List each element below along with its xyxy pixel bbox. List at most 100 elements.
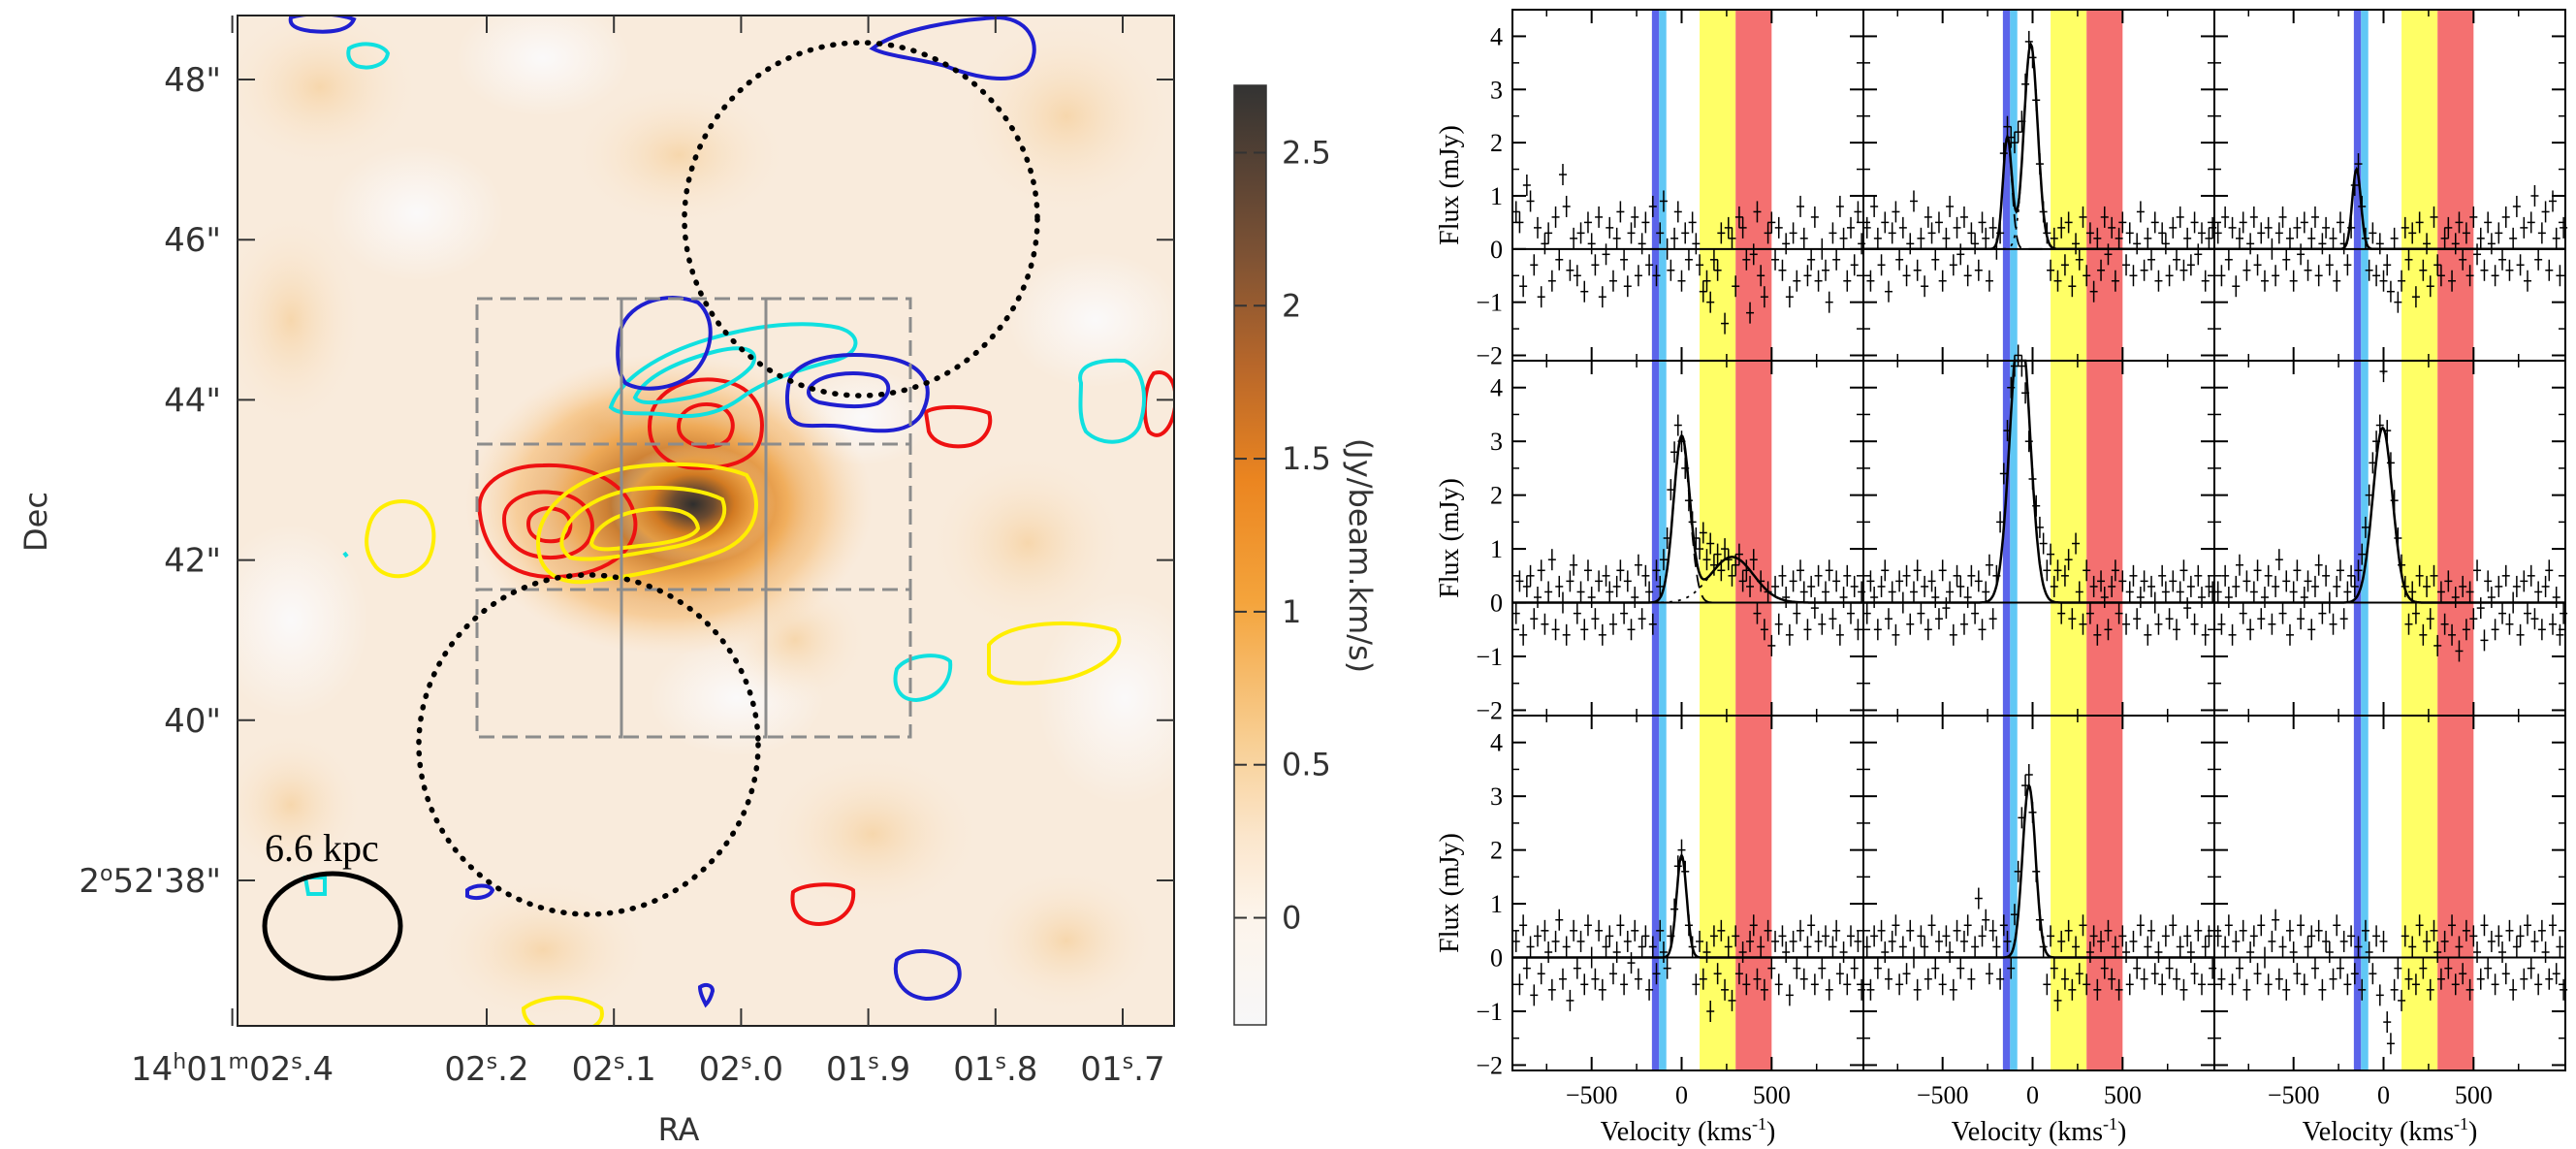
spectrum-panel: 4 3 2 1 0 −1 −2 Flux (mJy) (1435, 9, 1866, 370)
velocity-band-red (2437, 716, 2474, 1070)
velocity-band-red (2437, 361, 2474, 716)
velocity-band-cyan (1659, 10, 1667, 361)
spectrum-panel: −500 0 500 Velocity (kms-1) (1862, 715, 2217, 1147)
velocity-band-yellow (2051, 716, 2087, 1070)
ra-tick-label: 01s.9 (826, 1050, 910, 1089)
fit-total (1512, 852, 1863, 959)
velocity-band-cyan (2010, 716, 2018, 1070)
x-tick-label: 500 (2455, 1081, 2493, 1109)
x-tick-label: −500 (2268, 1081, 2320, 1109)
dec-tick-label: 40" (164, 702, 221, 741)
y-tick-label: 4 (1490, 729, 1503, 757)
y-tick-label: 1 (1490, 890, 1503, 918)
velocity-band-blue (2002, 361, 2011, 716)
x-tick-label: −500 (1917, 1081, 1969, 1109)
panel-frame (2213, 715, 2566, 1071)
fit-component (1863, 135, 2214, 250)
fit-component (1512, 556, 1863, 604)
velocity-band-yellow (2401, 10, 2438, 361)
y-axis-label: Flux (mJy) (1435, 478, 1465, 598)
x-tick-label: 500 (2104, 1081, 2142, 1109)
velocity-band-cyan (2361, 10, 2369, 361)
colorbar-tick-label: 1 (1282, 593, 1301, 630)
spectra-grid: 4 3 2 1 0 −1 −2 Flux (mJy) 4 3 2 1 0 −1 −2 Flux (mJy) 4 3… (1435, 9, 2568, 1147)
y-tick-label: 2 (1490, 482, 1503, 510)
velocity-band-cyan (1659, 361, 1667, 716)
region-grid (475, 297, 912, 739)
y-tick-label: −1 (1476, 289, 1503, 317)
cyan-contours (302, 42, 1146, 896)
map-frame (237, 15, 1175, 1027)
fit-total (1512, 433, 1863, 604)
fit-total (1863, 782, 2214, 959)
panel-frame (2213, 360, 2566, 717)
x-tick-label: 0 (2026, 1081, 2039, 1109)
colorbar-tick-label: 2 (1282, 287, 1301, 324)
y-tick-label: 1 (1490, 535, 1503, 563)
panel-frame (2213, 9, 2566, 362)
y-tick-label: 4 (1490, 374, 1503, 402)
velocity-band-blue (2353, 716, 2362, 1070)
velocity-band-red (2086, 716, 2123, 1070)
ra-tick-label: 14h01m02s.4 (131, 1050, 334, 1089)
velocity-band-yellow (1700, 10, 1736, 361)
velocity-band-red (2086, 10, 2123, 361)
dec-tick-label: 46" (164, 221, 221, 260)
y-tick-label: 3 (1490, 428, 1503, 456)
velocity-band-red (2086, 361, 2123, 716)
y-tick-label: −2 (1476, 1051, 1503, 1079)
moment-map: 6.6 kpc 14h01m02s.4 02s.2 02s.1 02s.0 01s.9 0… (17, 15, 1379, 1148)
y-tick-label: 4 (1490, 22, 1503, 50)
dec-tick-label: 44" (164, 381, 221, 420)
ra-tick-label: 01s.8 (953, 1050, 1037, 1089)
colorbar-tick-label: 0 (1282, 900, 1301, 937)
y-tick-label: 0 (1490, 944, 1503, 973)
colorbar-tick-label: 1.5 (1282, 440, 1331, 477)
y-axis-label: Flux (mJy) (1435, 833, 1465, 953)
y-tick-label: 3 (1490, 76, 1503, 104)
x-tick-label: 500 (1753, 1081, 1791, 1109)
velocity-band-blue (1651, 361, 1660, 716)
spectrum-panel (2213, 360, 2568, 717)
velocity-band-yellow (2051, 10, 2087, 361)
yellow-contours (365, 462, 1122, 1026)
panel-frame (1862, 360, 2215, 717)
fit-total (1863, 42, 2214, 251)
panel-frame (1862, 9, 2215, 362)
velocity-band-cyan (2010, 361, 2018, 716)
velocity-band-blue (1651, 716, 1660, 1070)
panel-frame (1511, 360, 1864, 717)
velocity-band-red (1735, 10, 1772, 361)
dec-tick-label: 42" (164, 542, 221, 581)
y-tick-label: 0 (1490, 236, 1503, 264)
y-tick-label: 3 (1490, 782, 1503, 811)
red-contours (477, 370, 1174, 927)
velocity-band-blue (1651, 10, 1660, 361)
dotted-circles (416, 40, 1040, 917)
spectrum-panel: −500 0 500 Velocity (kms-1) (2213, 715, 2568, 1147)
colorbar-tick-label: 0.5 (1282, 747, 1331, 783)
velocity-band-red (1735, 361, 1772, 716)
scale-bar-label: 6.6 kpc (265, 826, 379, 870)
velocity-band-blue (2002, 716, 2011, 1070)
map-x-axis-label: RA (658, 1111, 700, 1148)
y-axis-label: Flux (mJy) (1435, 125, 1465, 245)
fit-total (2214, 426, 2565, 604)
colorbar-tick-label: 2.5 (1282, 134, 1331, 171)
fit-total (2214, 166, 2565, 251)
velocity-band-yellow (2401, 716, 2438, 1070)
y-tick-label: −1 (1476, 998, 1503, 1026)
ra-tick-label: 02s.1 (572, 1050, 656, 1089)
panel-frame (1511, 715, 1864, 1071)
velocity-band-yellow (2051, 361, 2087, 716)
colorbar-ticks: 2.5 2 1.5 1 0.5 0 (1234, 134, 1331, 937)
map-y-axis-label: Dec (17, 492, 54, 552)
colorbar (1233, 84, 1267, 1026)
dec-tick-label: 2o52'38" (79, 862, 221, 901)
spectrum-panel (1862, 344, 2217, 717)
spectrum-panel: 4 3 2 1 0 −1 −2 Flux (mJy) (1435, 360, 1866, 724)
x-tick-label: 0 (2377, 1081, 2390, 1109)
velocity-band-red (1735, 716, 1772, 1070)
velocity-band-blue (2002, 10, 2011, 361)
